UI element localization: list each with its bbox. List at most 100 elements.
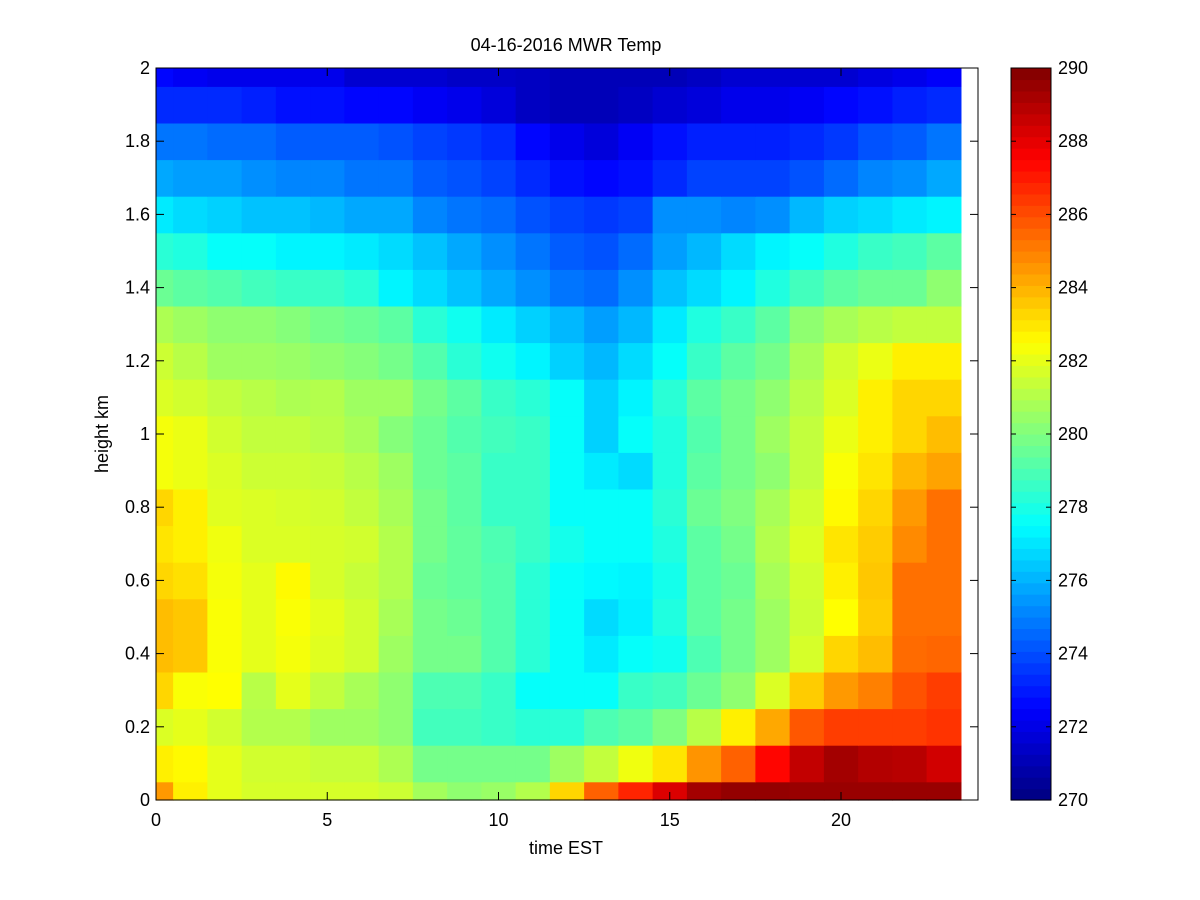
heatmap-cell bbox=[173, 159, 208, 197]
x-tick-label: 20 bbox=[831, 810, 851, 830]
x-tick-label: 10 bbox=[488, 810, 508, 830]
heatmap-cell bbox=[173, 379, 208, 417]
heatmap-cell bbox=[378, 635, 414, 673]
heatmap-cell bbox=[156, 379, 174, 417]
heatmap-cell bbox=[618, 86, 654, 124]
heatmap-cell bbox=[412, 379, 448, 417]
heatmap-cell bbox=[618, 232, 654, 270]
heatmap-cell bbox=[515, 745, 551, 783]
colorbar-segment bbox=[1011, 148, 1051, 161]
heatmap-cell bbox=[310, 745, 345, 783]
heatmap-cell bbox=[447, 452, 482, 490]
heatmap-cell bbox=[447, 525, 482, 563]
heatmap-cell bbox=[275, 745, 311, 783]
heatmap-cell bbox=[156, 598, 174, 636]
heatmap-cell bbox=[412, 122, 448, 161]
colorbar-segment bbox=[1011, 159, 1051, 172]
heatmap-cell bbox=[549, 415, 585, 453]
heatmap-cell bbox=[378, 122, 414, 161]
heatmap-cell bbox=[310, 196, 345, 234]
heatmap-cell bbox=[755, 379, 791, 417]
heatmap-cell bbox=[892, 342, 928, 380]
heatmap-cell bbox=[686, 525, 722, 563]
y-tick-label: 1.4 bbox=[125, 278, 150, 298]
heatmap-cell bbox=[789, 452, 825, 490]
heatmap-cell bbox=[241, 68, 277, 87]
heatmap-cell bbox=[823, 525, 859, 563]
heatmap-cell bbox=[652, 525, 688, 563]
heatmap-cell bbox=[549, 269, 585, 307]
colorbar-tick-label: 284 bbox=[1058, 278, 1088, 298]
heatmap-cell bbox=[686, 379, 722, 417]
heatmap-cell bbox=[858, 452, 893, 490]
heatmap-cell bbox=[549, 379, 585, 417]
heatmap-cell bbox=[173, 122, 208, 161]
heatmap-cell bbox=[447, 745, 482, 783]
colorbar-segment bbox=[1011, 308, 1051, 321]
heatmap-cell bbox=[823, 86, 859, 124]
heatmap-cell bbox=[686, 305, 722, 344]
heatmap-cell bbox=[721, 342, 756, 380]
heatmap-cell bbox=[618, 68, 654, 87]
heatmap-cell bbox=[310, 525, 345, 563]
colorbar-tick-label: 278 bbox=[1058, 497, 1088, 517]
heatmap-cell bbox=[926, 196, 962, 234]
heatmap-cell bbox=[755, 671, 791, 710]
heatmap-cell bbox=[584, 452, 619, 490]
heatmap-cell bbox=[481, 781, 517, 801]
heatmap-cell bbox=[789, 781, 825, 801]
heatmap-cell bbox=[755, 562, 791, 600]
heatmap-cell bbox=[275, 708, 311, 746]
heatmap-cell bbox=[926, 122, 962, 161]
heatmap bbox=[156, 68, 962, 801]
heatmap-cell bbox=[275, 232, 311, 270]
heatmap-cell bbox=[378, 68, 414, 87]
heatmap-cell bbox=[823, 305, 859, 344]
heatmap-cell bbox=[241, 122, 277, 161]
heatmap-cell bbox=[447, 305, 482, 344]
heatmap-cell bbox=[344, 525, 380, 563]
heatmap-cell bbox=[721, 781, 756, 801]
heatmap-cell bbox=[275, 379, 311, 417]
heatmap-cell bbox=[926, 232, 962, 270]
heatmap-cell bbox=[447, 598, 482, 636]
heatmap-cell bbox=[310, 635, 345, 673]
heatmap-cell bbox=[207, 86, 243, 124]
heatmap-cell bbox=[892, 635, 928, 673]
colorbar-segment bbox=[1011, 765, 1051, 778]
heatmap-cell bbox=[549, 232, 585, 270]
heatmap-cell bbox=[892, 232, 928, 270]
heatmap-cell bbox=[207, 452, 243, 490]
heatmap-cell bbox=[207, 379, 243, 417]
heatmap-cell bbox=[686, 232, 722, 270]
x-tick-label: 5 bbox=[322, 810, 332, 830]
colorbar-segment bbox=[1011, 491, 1051, 504]
colorbar-segment bbox=[1011, 262, 1051, 275]
heatmap-cell bbox=[618, 342, 654, 380]
heatmap-cell bbox=[515, 525, 551, 563]
heatmap-cell bbox=[721, 379, 756, 417]
heatmap-cell bbox=[584, 562, 619, 600]
heatmap-cell bbox=[789, 745, 825, 783]
y-tick-label: 2 bbox=[140, 58, 150, 78]
heatmap-cell bbox=[481, 232, 517, 270]
heatmap-cell bbox=[378, 379, 414, 417]
heatmap-cell bbox=[549, 68, 585, 87]
heatmap-cell bbox=[275, 488, 311, 527]
heatmap-cell bbox=[755, 232, 791, 270]
heatmap-cell bbox=[481, 525, 517, 563]
heatmap-cell bbox=[447, 671, 482, 710]
heatmap-cell bbox=[789, 196, 825, 234]
colorbar-segment bbox=[1011, 742, 1051, 755]
heatmap-cell bbox=[275, 305, 311, 344]
heatmap-cell bbox=[789, 122, 825, 161]
heatmap-cell bbox=[241, 305, 277, 344]
heatmap-cell bbox=[156, 305, 174, 344]
heatmap-cell bbox=[789, 635, 825, 673]
heatmap-cell bbox=[789, 415, 825, 453]
y-tick-label: 0.4 bbox=[125, 644, 150, 664]
heatmap-cell bbox=[686, 342, 722, 380]
heatmap-cell bbox=[241, 708, 277, 746]
heatmap-cell bbox=[789, 68, 825, 87]
